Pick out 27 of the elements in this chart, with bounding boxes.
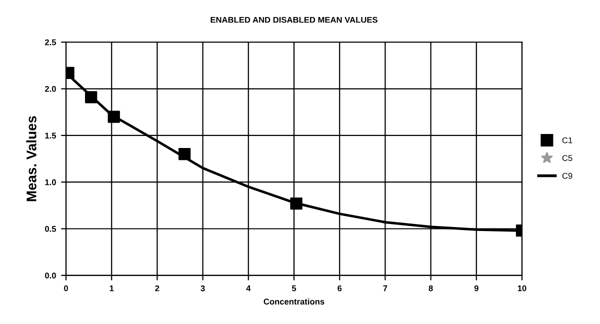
- x-tick-label: 10: [518, 285, 526, 292]
- point: [108, 110, 120, 123]
- chart-title: ENABLED AND DISABLED MEAN VALUES: [210, 16, 378, 23]
- x-tick-label: 9: [474, 285, 478, 292]
- y-tick-label: 1.5: [45, 132, 56, 139]
- x-tick-label: 3: [200, 285, 205, 292]
- x-tick-label: 1: [110, 285, 114, 292]
- y-tick-label: 2.0: [44, 86, 56, 92]
- y-tick-label: 1.0: [45, 179, 56, 186]
- x-axis-title: Concentrations: [264, 298, 324, 305]
- point: [85, 91, 98, 104]
- y-tick-label: 0.5: [45, 226, 56, 232]
- x-tick-label: 7: [383, 285, 388, 292]
- x-tick-label: 0: [64, 285, 68, 292]
- x-tick-label: 4: [246, 285, 251, 292]
- y-axis-title: Meas. Values: [26, 116, 36, 202]
- y-tick-label: 2.5: [44, 39, 56, 46]
- x-tick-label: 2: [155, 285, 160, 292]
- legend-label: C5: [562, 155, 572, 161]
- legend-label: C9: [562, 172, 572, 179]
- point: [178, 148, 191, 160]
- legend-label: C1: [562, 137, 572, 144]
- x-tick-label: 8: [428, 285, 433, 292]
- x-tick-label: 5: [292, 285, 296, 292]
- y-tick-label: 0.0: [45, 272, 56, 278]
- x-tick-label: 6: [338, 285, 342, 292]
- point: [290, 197, 302, 210]
